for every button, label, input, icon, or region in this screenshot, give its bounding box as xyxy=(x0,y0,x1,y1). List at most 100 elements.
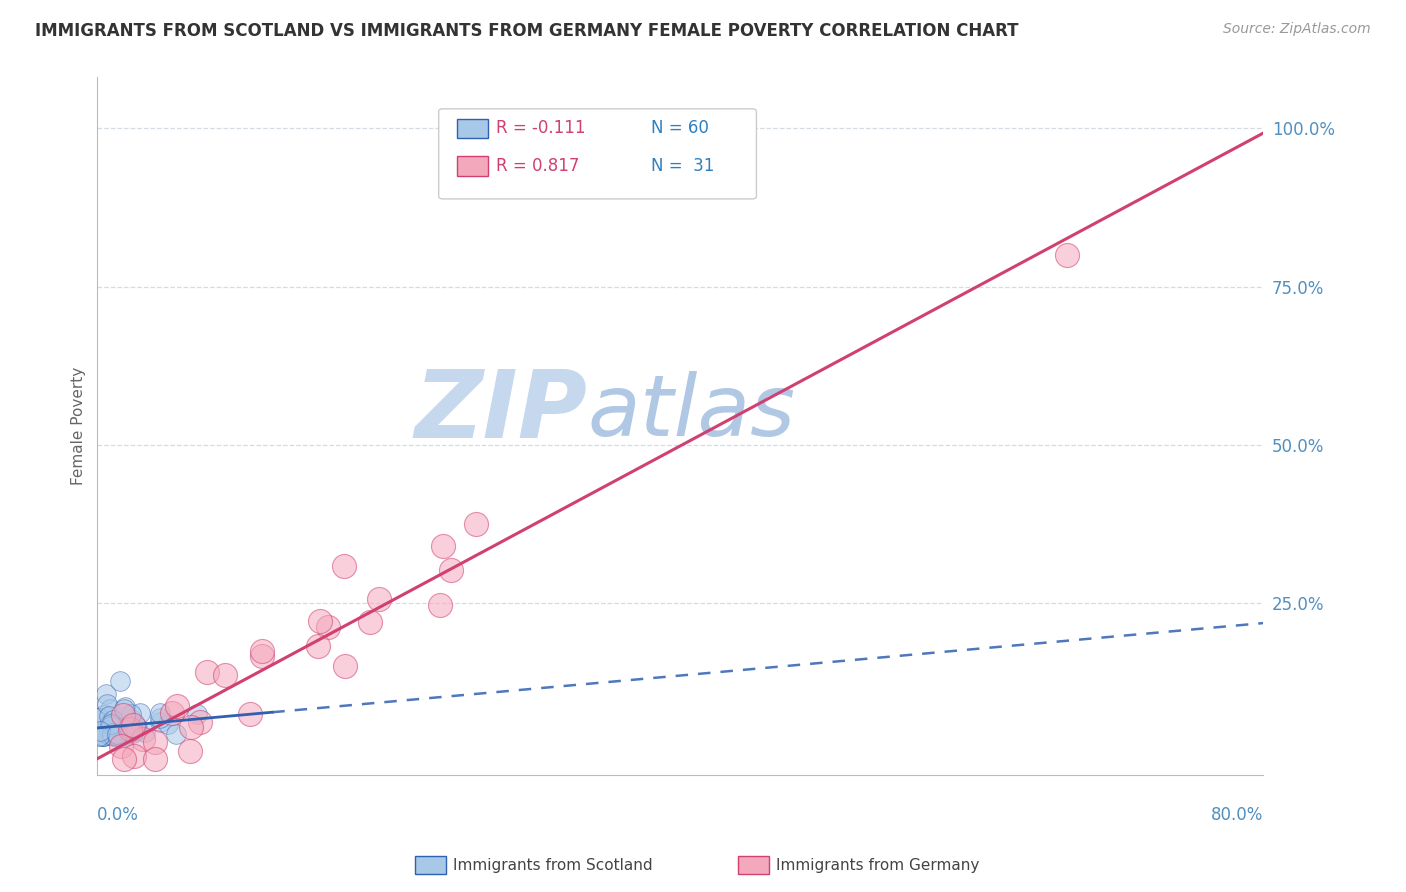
Point xyxy=(115,727,138,741)
Point xyxy=(105,727,128,741)
Point xyxy=(156,717,179,731)
Point xyxy=(104,721,127,735)
Point xyxy=(101,728,124,742)
Point xyxy=(125,719,148,733)
Point xyxy=(368,591,391,606)
Point xyxy=(101,727,124,741)
Point xyxy=(101,730,124,744)
Text: IMMIGRANTS FROM SCOTLAND VS IMMIGRANTS FROM GERMANY FEMALE POVERTY CORRELATION C: IMMIGRANTS FROM SCOTLAND VS IMMIGRANTS F… xyxy=(35,22,1019,40)
Point xyxy=(103,713,125,727)
Point xyxy=(120,706,142,721)
Text: R = 0.817: R = 0.817 xyxy=(496,157,579,175)
Point xyxy=(90,729,112,743)
Point xyxy=(120,712,142,726)
Point xyxy=(100,726,122,740)
Point xyxy=(122,749,145,764)
Point xyxy=(87,711,110,725)
Text: N = 60: N = 60 xyxy=(651,120,709,137)
Point xyxy=(121,718,143,732)
Point xyxy=(98,723,121,737)
Text: R = -0.111: R = -0.111 xyxy=(496,120,586,137)
Point xyxy=(108,673,131,688)
Point xyxy=(115,729,138,743)
Y-axis label: Female Poverty: Female Poverty xyxy=(72,367,86,485)
Point xyxy=(188,714,211,729)
Point xyxy=(89,726,111,740)
Point xyxy=(1056,248,1078,262)
Point xyxy=(308,614,330,628)
Point xyxy=(122,724,145,739)
Point xyxy=(91,729,114,743)
Point xyxy=(134,725,156,739)
Text: ZIP: ZIP xyxy=(415,366,588,458)
Point xyxy=(186,707,208,722)
Point xyxy=(429,599,451,613)
Point xyxy=(117,721,139,735)
Point xyxy=(333,558,356,573)
Point xyxy=(100,719,122,733)
Point xyxy=(432,539,454,553)
Point xyxy=(125,720,148,734)
Point xyxy=(132,731,155,746)
Point xyxy=(316,620,339,634)
Point xyxy=(110,739,132,753)
Point xyxy=(118,723,141,738)
Point xyxy=(96,698,118,712)
Point xyxy=(93,708,115,723)
Point xyxy=(143,735,166,749)
Point xyxy=(149,714,172,729)
Text: 0.0%: 0.0% xyxy=(97,806,139,824)
Point xyxy=(165,727,187,741)
Point xyxy=(120,723,142,737)
Point xyxy=(112,752,135,766)
Point xyxy=(93,729,115,743)
Point xyxy=(112,702,135,716)
Point xyxy=(195,665,218,679)
Point xyxy=(239,707,262,722)
Point xyxy=(87,729,110,743)
Text: 80.0%: 80.0% xyxy=(1211,806,1264,824)
Point xyxy=(98,728,121,742)
Point xyxy=(104,726,127,740)
Point xyxy=(250,649,273,664)
Point xyxy=(105,729,128,743)
Point xyxy=(105,730,128,744)
Point xyxy=(98,715,121,730)
Point xyxy=(101,727,124,741)
Text: atlas: atlas xyxy=(588,370,796,453)
Point xyxy=(103,728,125,742)
Point xyxy=(143,752,166,766)
Point xyxy=(214,668,236,682)
Point xyxy=(335,659,357,673)
Point xyxy=(103,723,125,738)
Point xyxy=(97,709,120,723)
Text: N =  31: N = 31 xyxy=(651,157,714,175)
Text: Immigrants from Germany: Immigrants from Germany xyxy=(776,858,980,872)
Point xyxy=(179,744,201,758)
Point xyxy=(98,702,121,716)
Point xyxy=(160,706,183,720)
Point xyxy=(112,707,135,722)
Point xyxy=(89,724,111,739)
Point xyxy=(180,720,202,734)
Point xyxy=(107,729,129,743)
Point xyxy=(465,517,488,532)
Point xyxy=(89,711,111,725)
Point xyxy=(89,727,111,741)
Point xyxy=(114,699,136,714)
Point xyxy=(440,563,463,577)
Point xyxy=(129,706,152,720)
Point xyxy=(148,706,170,720)
Point xyxy=(360,615,382,629)
Text: Source: ZipAtlas.com: Source: ZipAtlas.com xyxy=(1223,22,1371,37)
Text: Immigrants from Scotland: Immigrants from Scotland xyxy=(453,858,652,872)
Point xyxy=(104,721,127,735)
Point xyxy=(250,644,273,658)
Point xyxy=(107,725,129,739)
Point xyxy=(149,711,172,725)
Point xyxy=(100,716,122,731)
Point xyxy=(94,687,117,701)
Point xyxy=(307,639,329,653)
Point xyxy=(93,729,115,743)
Point xyxy=(121,726,143,740)
